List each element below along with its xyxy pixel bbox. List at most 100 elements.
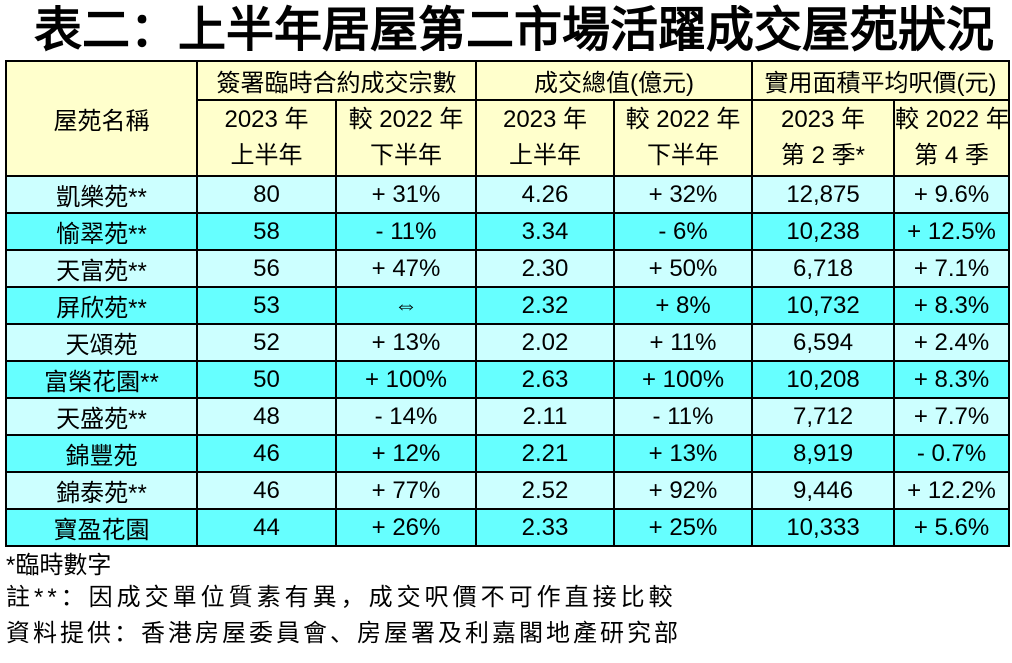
group-header-row: 屋苑名稱 簽署臨時合約成交宗數 成交總值(億元) 實用面積平均呎價(元)	[5, 60, 1011, 177]
deals-change-cell: + 12%	[335, 434, 477, 473]
price-change-cell: + 2.4%	[893, 323, 1011, 362]
price-change-cell: + 12.2%	[893, 471, 1011, 510]
table-header: 屋苑名稱 簽署臨時合約成交宗數 成交總值(億元) 實用面積平均呎價(元) 202…	[5, 60, 1011, 177]
price-cell: 12,875	[751, 175, 896, 214]
deals-change-cell: + 31%	[335, 175, 477, 214]
price-change-cell: + 12.5%	[893, 212, 1011, 251]
page-title: 表二：上半年居屋第二市場活躍成交屋苑狀況	[34, 4, 995, 57]
price-cell: 10,238	[751, 212, 896, 251]
value-change-cell: + 50%	[612, 249, 754, 288]
price-cell: 10,333	[751, 508, 896, 547]
deals-change-cell: + 26%	[335, 508, 477, 547]
subheader-line: 上半年	[230, 142, 303, 169]
subheader-line: 第 2 季*	[781, 142, 866, 169]
subheader-value-vs: 較 2022 年 下半年	[612, 99, 754, 177]
subheader-deals-vs: 較 2022 年 下半年	[335, 99, 477, 177]
value-cell: 2.32	[475, 286, 615, 325]
deals-cell: 50	[196, 360, 337, 399]
footnote-source: 資料提供：香港房屋委員會、房屋署及利嘉閣地產研究部	[6, 620, 681, 647]
subheader-line: 下半年	[647, 142, 719, 169]
deals-cell: 80	[196, 175, 337, 214]
footnotes: *臨時數字 註**：因成交單位質素有異，成交呎價不可作直接比較 資料提供：香港房…	[6, 551, 1012, 649]
deals-cell: 46	[196, 471, 337, 510]
value-change-cell: - 11%	[612, 397, 754, 436]
group-header-price: 實用面積平均呎價(元)	[751, 60, 1011, 101]
estate-cell: 寶盈花園	[5, 508, 198, 547]
deals-cell: 52	[196, 323, 337, 362]
subheader-line: 2023 年	[502, 106, 588, 133]
estate-cell: 錦豐苑	[5, 434, 198, 473]
estate-cell: 愉翠苑**	[5, 212, 198, 251]
deals-cell: 44	[196, 508, 337, 547]
table-row: 富榮花園** 50 + 100% 2.63 + 100% 10,208 + 8.…	[5, 360, 1011, 399]
price-cell: 6,594	[751, 323, 896, 362]
price-cell: 10,732	[751, 286, 896, 325]
deals-change-cell: - 11%	[335, 212, 477, 251]
table-row: 錦豐苑 46 + 12% 2.21 + 13% 8,919 - 0.7%	[5, 434, 1011, 473]
deals-change-cell: + 100%	[335, 360, 477, 399]
value-cell: 3.34	[475, 212, 615, 251]
price-cell: 8,919	[751, 434, 896, 473]
deals-cell: 48	[196, 397, 337, 436]
subheader-line: 第 4 季	[914, 142, 989, 169]
table-row: 錦泰苑** 46 + 77% 2.52 + 92% 9,446 + 12.2%	[5, 471, 1011, 510]
group-header-value: 成交總值(億元)	[474, 60, 754, 101]
estate-header-cell: 屋苑名稱	[5, 60, 198, 177]
group-header-deals: 簽署臨時合約成交宗數	[196, 60, 477, 101]
deals-change-cell: ⇔	[335, 286, 477, 325]
price-change-cell: + 5.6%	[893, 508, 1011, 547]
estate-cell: 天頌苑	[5, 323, 198, 362]
value-cell: 4.26	[475, 175, 615, 214]
price-cell: 10,208	[751, 360, 896, 399]
estate-cell: 屏欣苑**	[5, 286, 198, 325]
subheader-line: 較 2022 年	[625, 106, 741, 133]
subheader-line: 2023 年	[780, 106, 866, 133]
value-cell: 2.30	[475, 249, 615, 288]
value-change-cell: + 11%	[612, 323, 754, 362]
estate-cell: 富榮花園**	[5, 360, 198, 399]
subheader-line: 上半年	[509, 142, 581, 169]
deals-cell: 53	[196, 286, 337, 325]
price-change-cell: + 7.7%	[893, 397, 1011, 436]
footnote-comparability: 註**：因成交單位質素有異，成交呎價不可作直接比較	[6, 584, 677, 611]
estate-cell: 天盛苑**	[5, 397, 198, 436]
data-table: 屋苑名稱 簽署臨時合約成交宗數 成交總值(億元) 實用面積平均呎價(元) 202…	[5, 60, 1011, 547]
value-change-cell: + 25%	[612, 508, 754, 547]
value-cell: 2.02	[475, 323, 615, 362]
table-row: 天富苑** 56 + 47% 2.30 + 50% 6,718 + 7.1%	[5, 249, 1011, 288]
subheader-line: 較 2022 年	[348, 106, 464, 133]
estate-cell: 天富苑**	[5, 249, 198, 288]
value-change-cell: + 100%	[612, 360, 754, 399]
footnote-provisional: *臨時數字	[6, 552, 112, 579]
table-row: 屏欣苑** 53 ⇔ 2.32 + 8% 10,732 + 8.3%	[5, 286, 1011, 325]
deals-cell: 56	[196, 249, 337, 288]
subheader-value-2023: 2023 年 上半年	[475, 99, 615, 177]
price-cell: 6,718	[751, 249, 896, 288]
value-change-cell: + 32%	[612, 175, 754, 214]
estate-cell: 凱樂苑**	[5, 175, 198, 214]
subheader-price-vs: 較 2022 年 第 4 季	[893, 99, 1011, 177]
value-cell: 2.11	[475, 397, 615, 436]
estate-cell: 錦泰苑**	[5, 471, 198, 510]
sub-header-row: 2023 年 上半年 較 2022 年 下半年 2023 年 上半年 較 202…	[6, 99, 1011, 177]
value-change-cell: + 8%	[612, 286, 754, 325]
deals-change-cell: + 47%	[335, 249, 477, 288]
subheader-deals-2023: 2023 年 上半年	[196, 99, 337, 177]
price-change-cell: - 0.7%	[893, 434, 1011, 473]
value-cell: 2.21	[475, 434, 615, 473]
price-cell: 9,446	[751, 471, 896, 510]
value-cell: 2.63	[475, 360, 615, 399]
price-change-cell: + 8.3%	[893, 360, 1011, 399]
table-row: 凱樂苑** 80 + 31% 4.26 + 32% 12,875 + 9.6%	[5, 175, 1011, 214]
price-change-cell: + 8.3%	[893, 286, 1011, 325]
subheader-line: 下半年	[370, 142, 442, 169]
price-change-cell: + 9.6%	[893, 175, 1011, 214]
table-body: 凱樂苑** 80 + 31% 4.26 + 32% 12,875 + 9.6% …	[5, 175, 1011, 547]
value-change-cell: + 92%	[612, 471, 754, 510]
price-cell: 7,712	[751, 397, 896, 436]
table-row: 愉翠苑** 58 - 11% 3.34 - 6% 10,238 + 12.5%	[5, 212, 1011, 251]
table-row: 寶盈花園 44 + 26% 2.33 + 25% 10,333 + 5.6%	[5, 508, 1011, 547]
price-change-cell: + 7.1%	[893, 249, 1011, 288]
deals-cell: 46	[196, 434, 337, 473]
